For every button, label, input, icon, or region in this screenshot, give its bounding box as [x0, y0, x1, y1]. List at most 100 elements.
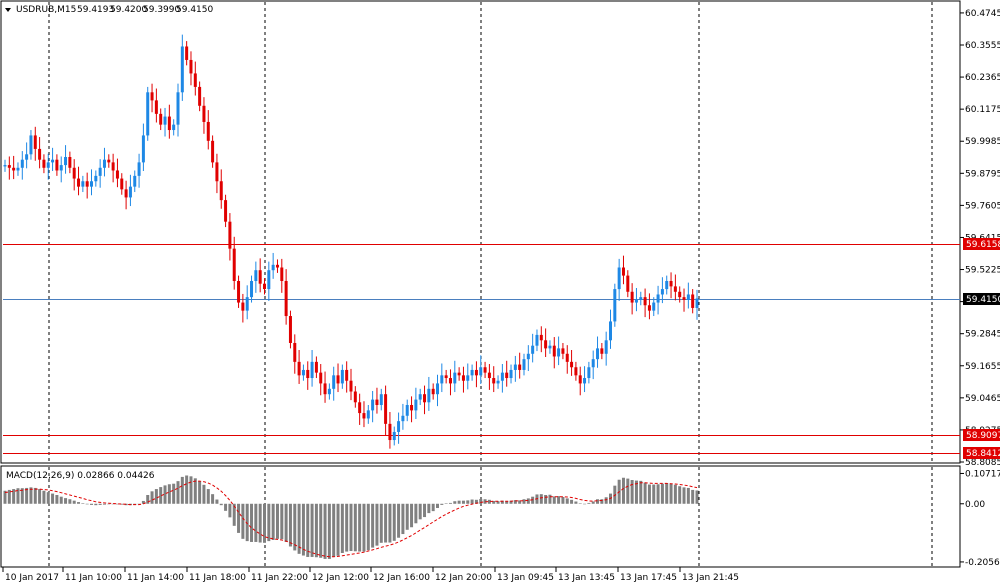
- macd-bar: [522, 499, 526, 504]
- y-tick-label: 58.8085: [965, 458, 1000, 468]
- candle: [228, 213, 232, 261]
- candle: [64, 145, 68, 174]
- candles: [3, 34, 699, 449]
- candle: [293, 334, 297, 374]
- candle: [72, 159, 76, 191]
- macd-bar: [470, 499, 474, 504]
- candle: [535, 329, 539, 352]
- candle: [306, 361, 310, 390]
- candle: [626, 270, 630, 298]
- y-tick-label: 59.1655: [965, 362, 1000, 372]
- candle: [630, 283, 634, 315]
- dropdown-triangle-icon[interactable]: [5, 8, 11, 12]
- macd-bar: [107, 503, 111, 505]
- candle: [245, 285, 249, 320]
- macd-bar: [371, 503, 375, 548]
- candle: [561, 342, 565, 360]
- candle: [392, 426, 396, 446]
- candle: [301, 364, 305, 381]
- macd-bar: [392, 503, 396, 541]
- level-label: 58.8412: [963, 447, 1000, 459]
- candle: [284, 269, 288, 325]
- macd-bar: [258, 503, 262, 543]
- candle: [604, 331, 608, 366]
- candle: [427, 376, 431, 411]
- candle: [362, 401, 366, 428]
- macd-bar: [232, 503, 236, 526]
- macd-bar: [267, 503, 271, 542]
- macd-bar: [669, 483, 673, 504]
- candle: [258, 258, 262, 293]
- macd-bar: [345, 503, 349, 552]
- candle: [115, 158, 119, 188]
- macd-bar: [682, 487, 686, 504]
- candle: [505, 360, 509, 387]
- candle: [124, 180, 128, 210]
- macd-bar: [431, 503, 435, 512]
- macd-bar: [591, 501, 595, 504]
- macd-bar: [630, 480, 634, 504]
- macd-bar: [509, 500, 513, 504]
- macd-bar: [496, 501, 500, 504]
- macd-bar: [314, 503, 318, 558]
- candle: [349, 368, 353, 401]
- macd-bar: [254, 503, 258, 542]
- candle: [310, 349, 314, 387]
- candle: [591, 350, 595, 380]
- candle: [379, 388, 383, 411]
- macd-bar: [202, 484, 206, 504]
- candle: [46, 153, 50, 180]
- candle: [254, 261, 258, 293]
- macd-bar: [544, 495, 548, 504]
- candle: [202, 97, 206, 134]
- candle: [29, 130, 33, 160]
- level-label: 59.4150: [963, 293, 1000, 305]
- candle: [557, 336, 561, 366]
- macd-bar: [327, 503, 331, 559]
- macd-bar: [7, 489, 11, 504]
- macd-bar: [388, 503, 392, 543]
- x-tick-label: 13 Jan 17:45: [620, 573, 677, 583]
- macd-bar: [306, 503, 310, 557]
- macd-bar: [570, 499, 574, 504]
- level-label-text: 58.8412: [966, 449, 1000, 459]
- time-axis: 10 Jan 2017 11 Jan 10:00 11 Jan 14:00 11 Ja…: [2, 567, 739, 583]
- macd-bar: [561, 496, 565, 504]
- candle: [42, 154, 46, 174]
- macd-bar: [271, 503, 275, 540]
- level-labels: 59.6158 59.4150 58.9097 58.8412: [963, 238, 1000, 459]
- macd-bar: [500, 500, 504, 504]
- candle: [652, 297, 656, 317]
- macd-bar: [427, 503, 431, 514]
- macd-bar: [85, 503, 89, 505]
- macd-bar: [12, 489, 16, 504]
- candle: [509, 364, 513, 384]
- candle: [522, 353, 526, 376]
- candle: [656, 285, 660, 315]
- candle: [500, 364, 504, 393]
- candle: [617, 258, 621, 301]
- macd-bar: [483, 499, 487, 504]
- candle: [319, 364, 323, 396]
- macd-bar: [72, 500, 76, 504]
- macd-bar: [297, 503, 301, 554]
- candle: [280, 258, 284, 293]
- candle: [232, 236, 236, 290]
- candle: [678, 286, 682, 303]
- candle: [492, 366, 496, 393]
- candle: [353, 386, 357, 408]
- candle: [33, 126, 37, 161]
- ohlc-close: 59.4150: [176, 5, 213, 15]
- macd-bar: [552, 496, 556, 504]
- macd-bar: [25, 487, 29, 504]
- candle: [176, 83, 180, 137]
- macd-bar: [401, 503, 405, 535]
- macd-bar: [405, 503, 409, 530]
- candle: [384, 385, 388, 436]
- macd-bar: [16, 488, 20, 504]
- candle: [470, 364, 474, 381]
- level-label-text: 58.9097: [966, 431, 1000, 441]
- macd-bar: [336, 503, 340, 556]
